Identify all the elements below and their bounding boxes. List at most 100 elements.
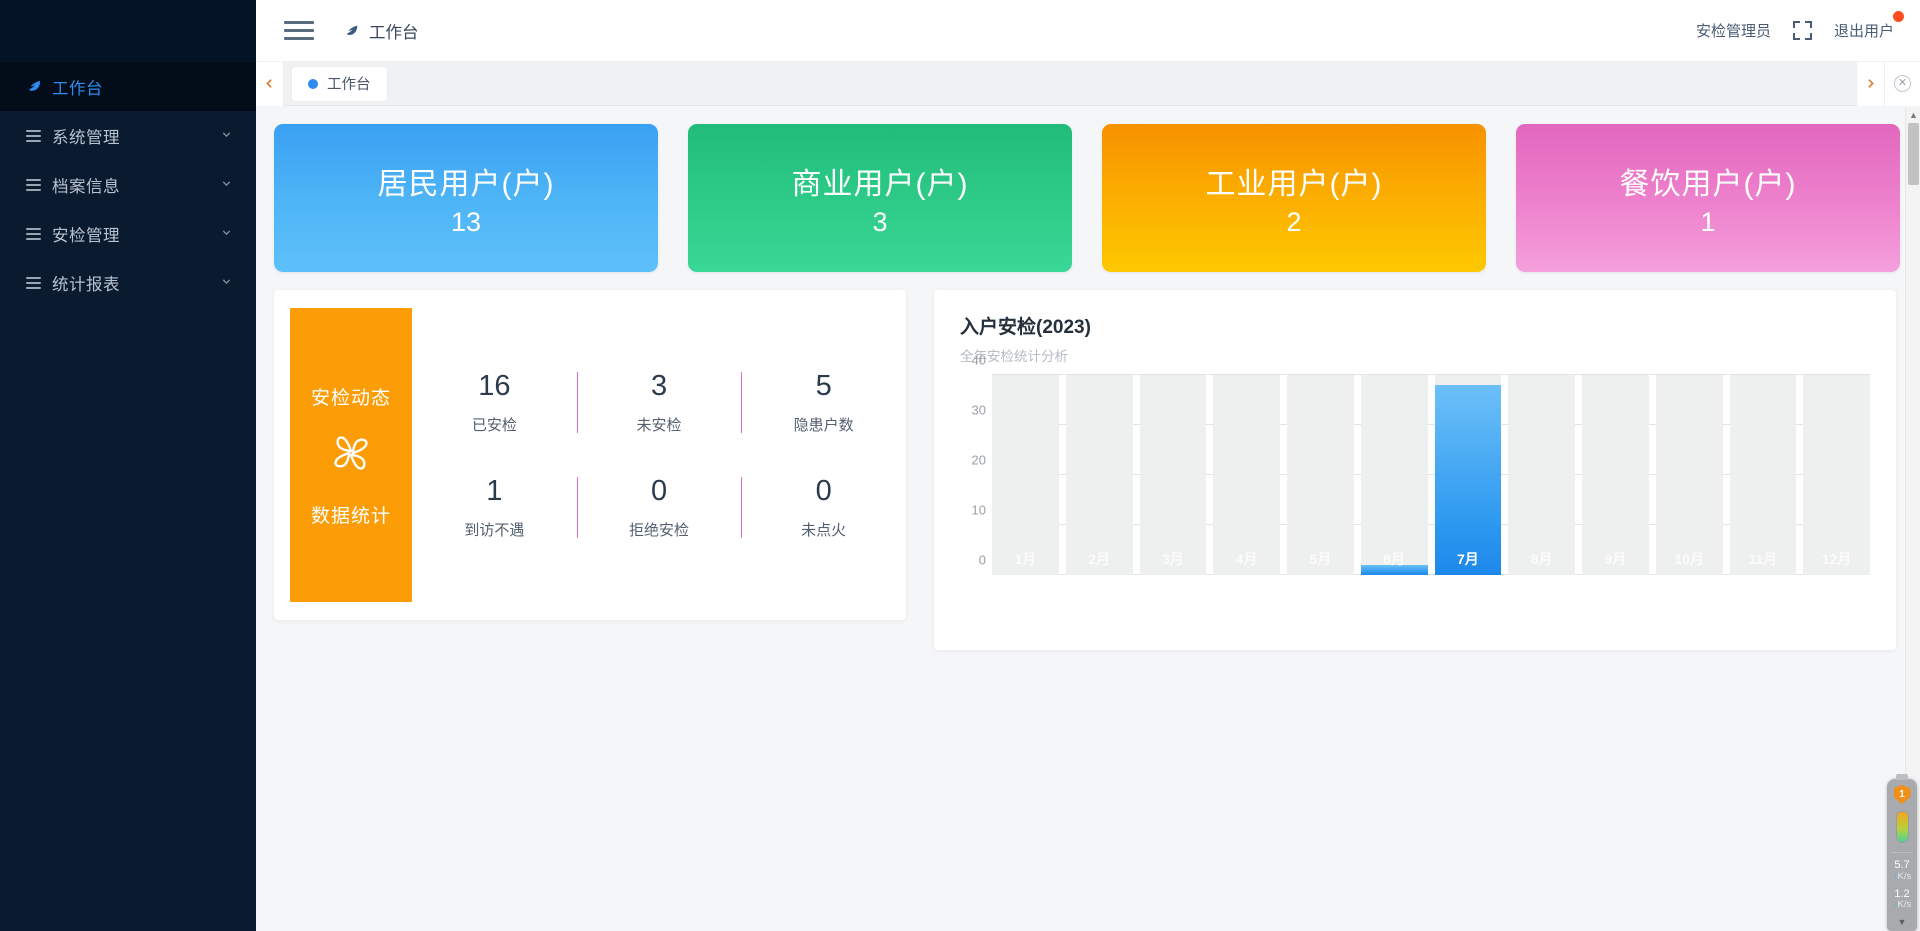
bar-column[interactable]: 2月 [1065, 375, 1133, 575]
stat-hazard-households[interactable]: 5 隐患户数 [741, 370, 906, 435]
tab-workbench[interactable]: 工作台 [292, 66, 387, 101]
logout-button[interactable]: 退出用户 [1834, 11, 1904, 41]
gridline [992, 524, 1870, 525]
y-axis-tick: 10 [971, 502, 986, 518]
x-axis-tick: 9月 [1604, 551, 1627, 567]
kpi-card-residential[interactable]: 居民用户(户) 13 [274, 124, 658, 272]
bar-column[interactable]: 3月 [1139, 375, 1207, 575]
kpi-title: 餐饮用户(户) [1619, 167, 1797, 201]
arrow-up-icon: ↑ [1892, 870, 1898, 882]
stat-not-inspected[interactable]: 3 未安检 [576, 370, 742, 435]
sidebar-item-statistics-report[interactable]: 统计报表 [0, 258, 256, 307]
bar-column[interactable]: 8月 [1508, 375, 1575, 575]
notification-badge [1893, 11, 1904, 22]
tab-strip: 工作台 ✕ [256, 61, 1920, 106]
gridline [992, 474, 1870, 475]
stat-value: 0 [815, 475, 832, 507]
bar-column[interactable]: 5月 [1287, 375, 1354, 575]
stat-value: 3 [650, 370, 668, 402]
kpi-card-industrial[interactable]: 工业用户(户) 2 [1102, 124, 1486, 272]
scrollbar-thumb[interactable] [1908, 123, 1919, 185]
sidebar-item-label: 工作台 [52, 79, 103, 98]
kpi-card-catering[interactable]: 餐饮用户(户) 1 [1516, 124, 1900, 272]
bar-column[interactable]: 1月 [992, 375, 1059, 575]
stat-inspected[interactable]: 16 已安检 [412, 370, 577, 435]
bar-column[interactable]: 11月 [1729, 375, 1797, 575]
kpi-title: 居民用户(户) [377, 167, 555, 201]
topbar: 工作台 安检管理员 退出用户 [256, 0, 1920, 62]
x-axis-tick: 3月 [1161, 551, 1184, 567]
bar[interactable] [1434, 385, 1502, 575]
stat-visit-missed[interactable]: 1 到访不遇 [412, 475, 577, 540]
bar-column[interactable]: 4月 [1213, 375, 1280, 575]
pinwheel-icon [322, 424, 380, 487]
page-scrollbar[interactable]: ▲ [1905, 107, 1920, 931]
bar-column[interactable]: 7月 [1434, 375, 1502, 575]
panel-row: 安检动态 数据统计 [274, 290, 1900, 650]
bar[interactable] [1360, 565, 1428, 575]
bar-column[interactable]: 12月 [1803, 375, 1870, 575]
sidebar-item-workbench[interactable]: 工作台 [0, 62, 256, 111]
chevron-left-icon[interactable] [256, 61, 284, 106]
x-axis-tick: 5月 [1309, 551, 1332, 567]
circle-close-icon[interactable]: ✕ [1884, 61, 1920, 106]
chart-title: 入户安检(2023) [960, 317, 1091, 338]
upload-value: 5.7 [1894, 859, 1910, 871]
kpi-title: 商业用户(户) [791, 167, 969, 201]
y-axis-tick: 0 [978, 552, 986, 568]
sidebar-item-label: 系统管理 [52, 128, 120, 147]
sidebar-item-archive-info[interactable]: 档案信息 [0, 160, 256, 209]
topbar-right: 安检管理员 退出用户 [1695, 11, 1920, 41]
network-speed-widget[interactable]: 1 5.7 ↑K/s 1.2 ↓K/s ▼ [1887, 774, 1917, 931]
x-axis-tick: 2月 [1088, 551, 1111, 567]
user-name[interactable]: 安检管理员 [1695, 23, 1771, 40]
stat-label: 隐患户数 [793, 417, 854, 434]
stat-value: 16 [478, 370, 511, 402]
chevron-down-icon [220, 177, 234, 192]
caret-down-icon[interactable]: ▼ [1897, 917, 1907, 928]
sidebar-item-label: 统计报表 [52, 275, 120, 294]
sidebar-item-safety-inspection[interactable]: 安检管理 [0, 209, 256, 258]
hamburger-icon[interactable] [284, 16, 314, 45]
gridline [992, 574, 1870, 575]
thermometer-icon [1895, 811, 1909, 843]
divider [1891, 852, 1913, 853]
x-axis-tick: 10月 [1674, 551, 1704, 567]
sidebar-item-system-management[interactable]: 系统管理 [0, 111, 256, 160]
stats-row: 16 已安检 3 未安检 5 隐患户数 [412, 350, 906, 455]
fullscreen-icon[interactable] [1792, 21, 1812, 40]
stat-refused[interactable]: 0 拒绝安检 [576, 475, 742, 540]
gridline [992, 424, 1870, 425]
tab-status-dot [308, 78, 318, 89]
stat-not-ignited[interactable]: 0 未点火 [741, 475, 906, 540]
arrow-down-icon: ↓ [1892, 899, 1898, 911]
menu-icon [26, 225, 52, 243]
plot-area: 1月 2月 3月 4月 5月 6月 7月 8月 9月 10月 11月 12月 [992, 374, 1870, 575]
stats-banner-title: 安检动态 [310, 387, 391, 409]
breadcrumb: 工作台 [344, 19, 419, 43]
y-axis-tick: 40 [971, 352, 986, 368]
stat-label: 到访不遇 [464, 522, 525, 539]
bar-column[interactable]: 6月 [1360, 375, 1428, 575]
shield-badge-count: 1 [1899, 789, 1905, 800]
menu-icon [26, 127, 52, 145]
y-axis: 0 10 20 30 40 [960, 353, 992, 575]
tab-label: 工作台 [327, 77, 371, 93]
stat-value: 1 [486, 475, 503, 507]
x-axis-tick: 8月 [1530, 551, 1553, 567]
content-area: 居民用户(户) 13 商业用户(户) 3 工业用户(户) 2 餐饮用户(户) 1 [256, 106, 1920, 930]
stats-banner-subtitle: 数据统计 [310, 505, 391, 527]
widget-drag-handle[interactable] [1896, 774, 1908, 780]
bar-column[interactable]: 10月 [1655, 375, 1723, 575]
kpi-row: 居民用户(户) 13 商业用户(户) 3 工业用户(户) 2 餐饮用户(户) 1 [274, 124, 1900, 272]
chart-card: 入户安检(2023) 全年安检统计分析 0 10 20 30 40 1月 2月 3月 4月 5月… [934, 290, 1896, 650]
bar-column[interactable]: 9月 [1582, 375, 1649, 575]
chevron-right-icon[interactable] [1856, 61, 1884, 106]
kpi-card-commercial[interactable]: 商业用户(户) 3 [688, 124, 1072, 272]
stats-banner: 安检动态 数据统计 [290, 308, 412, 602]
shield-icon[interactable]: 1 [1893, 785, 1911, 804]
sidebar: 工作台 系统管理 档案信息 安检管理 统计报表 [0, 0, 256, 931]
y-axis-tick: 30 [971, 402, 986, 418]
caret-up-icon[interactable]: ▲ [1906, 107, 1920, 123]
x-axis-tick: 1月 [1014, 551, 1037, 567]
